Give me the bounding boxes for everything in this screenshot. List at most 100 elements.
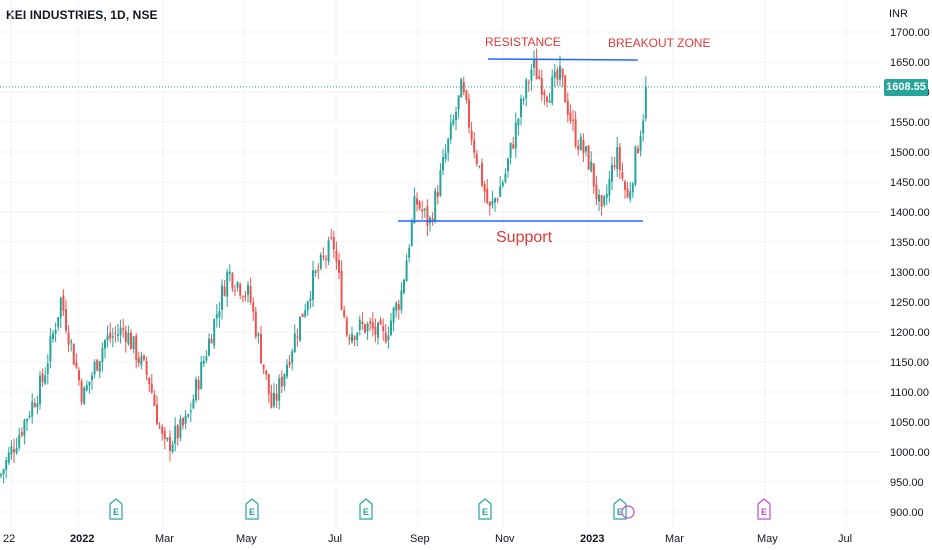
resistance-line[interactable]	[487, 58, 639, 61]
candle-body	[306, 301, 309, 311]
candle-body	[257, 333, 260, 336]
candle-body	[44, 375, 47, 384]
candle-body	[67, 332, 70, 345]
y-tick-label: 950.00	[890, 477, 924, 489]
candle-body	[46, 363, 49, 374]
candle-body	[319, 254, 322, 269]
candle-body	[483, 184, 486, 192]
earnings-icon[interactable]	[245, 498, 259, 520]
x-tick-label: Jul	[838, 533, 852, 545]
y-tick-label: 1650.00	[890, 57, 930, 69]
candle-body	[561, 68, 564, 78]
candle-body	[444, 153, 447, 160]
earnings-icon[interactable]	[613, 498, 627, 520]
candle-body	[473, 139, 476, 153]
candle-body	[208, 338, 210, 356]
y-tick-label: 900.00	[890, 507, 924, 519]
candle-body	[488, 201, 491, 207]
dividend-icon[interactable]	[621, 505, 635, 519]
candle-body	[457, 95, 460, 110]
candle-body	[114, 333, 117, 335]
earnings-icon[interactable]	[757, 498, 771, 520]
candle-body	[364, 324, 366, 333]
candle-body	[361, 321, 364, 325]
last-price-badge: 1608.55	[884, 79, 928, 96]
candle-body	[579, 136, 582, 150]
candle-body	[535, 59, 538, 80]
candle-body	[2, 469, 5, 474]
candle-body	[566, 100, 569, 115]
candle-body	[517, 118, 520, 126]
candle-body	[585, 146, 587, 152]
candle-body	[634, 146, 637, 185]
candle-body	[122, 328, 125, 330]
candle-body	[65, 309, 67, 331]
candle-body	[572, 119, 574, 121]
y-tick-label: 1300.00	[890, 267, 930, 279]
candle-body	[327, 240, 330, 262]
candle-body	[283, 373, 286, 386]
candle-body	[522, 99, 525, 101]
candle-body	[254, 311, 257, 337]
candle-body	[296, 336, 299, 338]
candle-body	[41, 373, 44, 383]
candle-body	[530, 70, 533, 81]
earnings-icon[interactable]	[478, 498, 492, 520]
candle-body	[400, 290, 403, 310]
candle-body	[621, 172, 624, 179]
candle-body	[343, 309, 346, 317]
candle-body	[392, 307, 395, 323]
candle-body	[377, 322, 379, 338]
candle-body	[317, 269, 320, 271]
candle-body	[611, 164, 613, 182]
candle-body	[234, 290, 236, 292]
earnings-icon[interactable]	[359, 498, 373, 520]
candle-body	[93, 362, 96, 375]
candle-body	[637, 148, 639, 153]
candle-body	[145, 361, 148, 375]
candle-body	[215, 314, 218, 319]
candle-body	[577, 145, 580, 150]
breakout-zone-label: BREAKOUT ZONE	[608, 36, 710, 50]
candle-body	[379, 319, 382, 325]
candle-body	[403, 279, 405, 293]
candle-body	[408, 247, 411, 258]
candle-body	[192, 399, 195, 409]
candle-body	[598, 194, 600, 202]
candle-body	[221, 285, 223, 310]
candle-body	[101, 348, 104, 362]
candle-body	[130, 332, 132, 350]
candle-body	[595, 184, 598, 200]
candle-body	[592, 163, 595, 187]
candle-body	[78, 370, 80, 381]
candle-body	[559, 65, 561, 80]
candle-body	[62, 295, 65, 311]
candle-body	[314, 271, 317, 274]
candle-body	[499, 186, 502, 198]
x-tick-label: May	[757, 533, 778, 545]
candle-body	[527, 82, 530, 84]
candle-body	[447, 138, 450, 153]
candle-body	[590, 161, 593, 171]
candle-body	[75, 362, 78, 368]
candle-body	[397, 304, 400, 310]
candle-body	[525, 79, 528, 99]
earnings-icon[interactable]	[109, 498, 123, 520]
candle-body	[195, 379, 197, 401]
candle-body	[18, 434, 21, 448]
candle-body	[434, 190, 437, 222]
candle-body	[618, 146, 621, 171]
candle-body	[270, 393, 273, 408]
candle-body	[512, 144, 515, 149]
candle-body	[244, 295, 247, 297]
candle-body	[124, 330, 127, 342]
earnings-marker-label: E	[363, 507, 369, 517]
candle-body	[455, 112, 457, 120]
candle-body	[501, 182, 504, 187]
candle-body	[127, 332, 130, 345]
candle-body	[15, 447, 18, 453]
candle-body	[629, 191, 632, 200]
candle-body	[405, 260, 408, 282]
candle-body	[226, 271, 229, 297]
